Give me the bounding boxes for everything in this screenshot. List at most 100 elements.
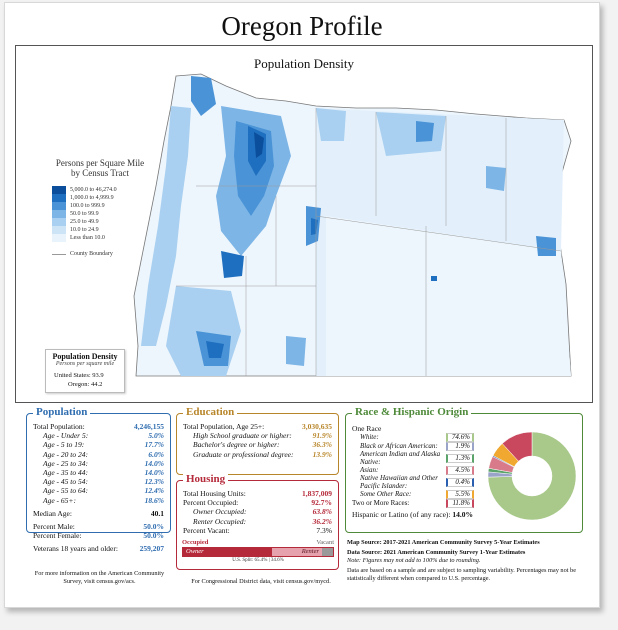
map-source: Map Source: 2017-2021 American Community… <box>347 539 540 546</box>
education-rows: High School graduate or higher: 91.9% Bach… <box>177 431 338 459</box>
percent-vacant-label: Percent Vacant: <box>183 525 230 535</box>
race-value: 0.4% <box>446 478 474 487</box>
profile-page: Oregon Profile Population Density <box>4 2 600 608</box>
map-legend: Persons per Square Mile by Census Tract … <box>52 158 148 257</box>
race-label: White: <box>360 432 379 441</box>
education-row: Bachelor's degree or higher: 36.3% <box>177 440 338 449</box>
age-label: Age - 45 to 54: <box>43 477 88 487</box>
legend-item: 100.0 to 999.9 <box>52 202 148 210</box>
percent-occupied: Percent Occupied: 92.7% <box>177 498 338 507</box>
median-age-label: Median Age: <box>33 508 72 518</box>
age-rows: Age - Under 5: 5.0% Age - 5 to 19: 17.7% Age… <box>27 431 170 505</box>
housing-title: Housing <box>183 473 229 485</box>
housing-total: Total Housing Units: 1,837,009 <box>177 489 338 498</box>
boundary-line-icon <box>52 253 66 255</box>
race-row: Black or African American: 1.9% <box>346 442 582 451</box>
median-age: Median Age: 40.1 <box>27 509 170 518</box>
housing-total-label: Total Housing Units: <box>183 489 246 498</box>
density-box: Population Density Persons per square mi… <box>45 349 125 393</box>
legend-swatch <box>52 226 66 234</box>
age-label: Age - 20 to 24: <box>43 449 88 459</box>
renter-occupied-value: 36.2% <box>312 516 332 526</box>
legend-label: 1,000.0 to 4,999.9 <box>70 195 114 201</box>
legend-label: 10.0 to 24.9 <box>70 227 99 233</box>
map-panel: Population Density <box>15 45 593 403</box>
legend-label: 25.0 to 49.9 <box>70 219 99 225</box>
cd-note: For Congressional District data, visit c… <box>191 578 331 585</box>
page-title: Oregon Profile <box>221 11 383 41</box>
legend-label: 50.0 to 99.9 <box>70 211 99 217</box>
age-value: 6.0% <box>148 449 164 459</box>
age-row: Age - 35 to 44: 14.0% <box>27 468 170 477</box>
legend-list: 5,000.0 to 46,274.0 1,000.0 to 4,999.9 100… <box>52 186 148 242</box>
legend-label: 100.0 to 999.9 <box>70 203 105 209</box>
acs-note: For more information on the American Com… <box>34 570 165 585</box>
education-row-value: 13.9% <box>312 449 332 459</box>
occupancy-bar-wrap: Occupied Vacant Owner Renter U.S. Split:… <box>182 539 334 569</box>
age-label: Age - 5 to 19: <box>43 440 85 450</box>
owner-segment: Owner <box>183 548 272 556</box>
density-or: Oregon: 44.2 <box>46 380 124 389</box>
race-donut-chart <box>487 431 577 521</box>
occupancy-bar: Owner Renter <box>182 547 334 557</box>
education-box: Education Total Population, Age 25+: 3,0… <box>176 406 339 475</box>
legend-boundary: County Boundary <box>52 251 148 257</box>
population-title: Population <box>33 406 91 418</box>
vacant-bar-label: Vacant <box>316 539 334 546</box>
source-notes: Map Source: 2017-2021 American Community… <box>347 539 587 585</box>
race-value: 5.5% <box>446 490 474 499</box>
education-total-value: 3,030,635 <box>302 422 332 431</box>
education-row-label: Graduate or professional degree: <box>193 449 294 459</box>
legend-swatch <box>52 210 66 218</box>
legend-item: 10.0 to 24.9 <box>52 226 148 234</box>
race-value: 1.9% <box>446 442 474 451</box>
oregon-map <box>133 73 572 377</box>
owner-occupied: Owner Occupied: 63.8% <box>177 507 338 516</box>
percent-occupied-label: Percent Occupied: <box>183 498 239 508</box>
age-row: Age - 55 to 64: 12.4% <box>27 486 170 495</box>
legend-swatch <box>52 218 66 226</box>
age-label: Age - 35 to 44: <box>43 468 88 478</box>
race-label: American Indian and Alaska Native: <box>360 450 441 466</box>
education-row: Graduate or professional degree: 13.9% <box>177 450 338 459</box>
rounding-note: Note: Figures may not add to 100% due to… <box>347 557 481 564</box>
percent-male-label: Percent Male: <box>33 522 75 532</box>
veterans: Veterans 18 years and older: 259,207 <box>27 544 170 553</box>
legend-item: 5,000.0 to 46,274.0 <box>52 186 148 194</box>
occupancy-bar-labels: Occupied Vacant <box>182 539 334 546</box>
percent-vacant-value: 7.3% <box>316 525 332 535</box>
us-split: U.S. Split: 65.4% | 34.6% <box>232 558 284 563</box>
percent-vacant: Percent Vacant: 7.3% <box>177 526 338 535</box>
age-label: Age - 55 to 64: <box>43 486 88 496</box>
map-title: Population Density <box>253 56 355 71</box>
age-row: Age - 25 to 34: 14.0% <box>27 459 170 468</box>
renter-segment: Renter <box>271 548 323 556</box>
legend-swatch <box>52 234 66 242</box>
renter-occupied-label: Renter Occupied: <box>193 516 247 526</box>
hispanic-row: Hispanic or Latino (of any race): 14.0% <box>346 510 582 519</box>
population-total-value: 4,246,155 <box>134 422 164 431</box>
education-total-label: Total Population, Age 25+: <box>183 422 265 431</box>
age-row: Age - 65+: 18.6% <box>27 496 170 505</box>
race-label: Two or More Races: <box>352 498 410 507</box>
density-us: United States: 93.9 <box>46 371 124 380</box>
education-row: High School graduate or higher: 91.9% <box>177 431 338 440</box>
legend-label: 5,000.0 to 46,274.0 <box>70 187 117 193</box>
hispanic-label: Hispanic or Latino (of any race): <box>352 510 451 519</box>
age-row: Age - 45 to 54: 12.3% <box>27 477 170 486</box>
legend-label: Less than 10.0 <box>70 235 105 241</box>
age-row: Age - 5 to 19: 17.7% <box>27 440 170 449</box>
age-row: Age - 20 to 24: 6.0% <box>27 450 170 459</box>
race-label: Asian: <box>360 465 379 474</box>
population-total-label: Total Population: <box>33 422 85 431</box>
median-age-value: 40.1 <box>150 508 164 518</box>
percent-female-value: 50.0% <box>143 531 164 541</box>
legend-swatch <box>52 194 66 202</box>
education-row-value: 91.9% <box>312 431 332 441</box>
percent-male: Percent Male: 50.0% <box>27 522 170 531</box>
veterans-label: Veterans 18 years and older: <box>33 544 118 554</box>
race-row: Native Hawaiian and Other Pacific Island… <box>346 474 582 490</box>
occupied-bar-label: Occupied <box>182 539 209 546</box>
race-value: 74.6% <box>446 433 474 442</box>
age-label: Age - 65+: <box>43 495 76 505</box>
